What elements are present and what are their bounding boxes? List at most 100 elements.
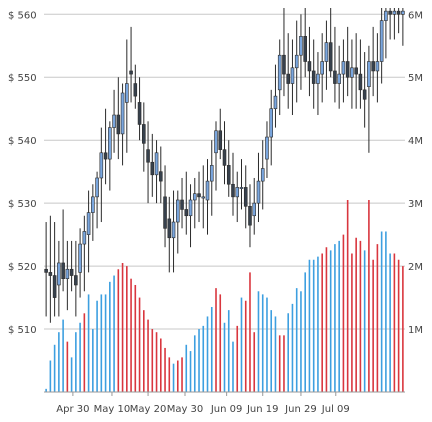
volume-tick-label: 1M [408,325,423,336]
candle-body [184,209,189,217]
candle-body [86,212,91,235]
date-axis-ticks: Apr 30 May 10 May 20 May 30 Jun 09 Jun 19 Jun … [56,392,350,415]
candle-body [129,70,133,75]
date-tick-label: Jul 09 [321,404,350,415]
candle-body [401,10,405,15]
candle-body [95,177,99,198]
candle-body [197,193,201,198]
candle-body [384,10,388,21]
candle-body [392,10,397,15]
candle-body [358,73,363,91]
candle-body [248,205,252,226]
candle-body [108,127,112,160]
price-tick-label: $ 550 [8,73,37,84]
candle-body [345,61,350,78]
candle-body [222,149,227,166]
date-tick-label: May 30 [167,404,204,415]
candle-body [112,114,116,128]
candle-body [379,20,384,62]
date-tick-label: May 10 [94,404,131,415]
candle-body [74,275,78,286]
candle-body [116,114,121,135]
volume-axis-ticks: 1M 2M 3M 4M 5M 6M [408,10,423,336]
candle-body [175,199,180,223]
candle-body [316,73,320,84]
candle-body [205,180,210,201]
volume-tick-label: 3M [408,199,423,210]
candle-body [180,199,184,210]
candle-body [277,54,282,91]
volume-tick-label: 5M [408,73,423,84]
candle-body [209,165,214,182]
volume-bars [45,200,404,392]
candle-body [52,275,57,298]
date-tick-label: Jun 09 [210,404,243,415]
candle-body [311,70,316,84]
candle-body [99,152,104,179]
candle-body [218,130,223,150]
candle-body [337,73,341,84]
candle-body [243,187,248,207]
date-tick-label: Apr 30 [56,404,89,415]
candle-body [201,196,206,199]
price-tick-label: $ 530 [8,199,37,210]
candle-body [362,89,367,100]
candle-body [324,42,329,62]
candle-body [303,36,307,62]
volume-tick-label: 6M [408,10,423,21]
price-tick-label: $ 510 [8,325,37,336]
candle-body [163,196,167,229]
candle-body [146,149,150,163]
candle-body [61,262,65,279]
candle-body [69,268,74,276]
candle-body [171,221,176,239]
candle-body [260,168,265,182]
candle-body [159,171,163,182]
candle-body [235,187,240,198]
price-tick-label: $ 540 [8,136,37,147]
candle-body [192,193,197,201]
candle-body [48,272,53,276]
candle-body [226,165,231,185]
gridlines [44,13,405,330]
candle-body [167,218,172,239]
candle-body [269,108,274,138]
date-tick-label: May 20 [130,404,167,415]
candle-body [294,54,299,69]
candle-body [371,61,375,72]
candle-body [91,196,95,213]
candlesticks [44,8,405,323]
volume-tick-label: 2M [408,262,423,273]
price-axis-ticks: $ 510 $ 520 $ 530 $ 540 $ 550 $ 560 [8,10,37,336]
price-tick-label: $ 520 [8,262,37,273]
candle-body [252,202,257,217]
candle-body [142,124,146,144]
candle-body [154,152,159,176]
candle-body [333,70,337,84]
date-tick-label: Jun 19 [246,404,279,415]
candle-body [299,36,303,56]
candle-body [320,61,324,75]
candle-body [133,83,138,97]
candle-body [273,95,278,110]
candle-body [354,67,358,75]
candle-body [78,243,82,273]
candle-body [231,183,235,198]
candle-body [120,92,125,135]
candle-body [290,67,295,84]
candle-body [239,187,244,189]
candle-body [256,180,261,204]
candle-body [388,10,392,15]
candle-body [103,152,108,160]
candle-body [82,231,87,245]
candle-body [44,268,48,273]
candle-body [57,262,61,286]
candle-body [137,102,142,125]
candle-body [396,10,401,15]
candle-body [214,130,218,154]
candle-body [188,199,193,217]
candle-body [265,136,269,160]
candle-body [350,67,354,78]
date-tick-label: Jun 29 [284,404,317,415]
